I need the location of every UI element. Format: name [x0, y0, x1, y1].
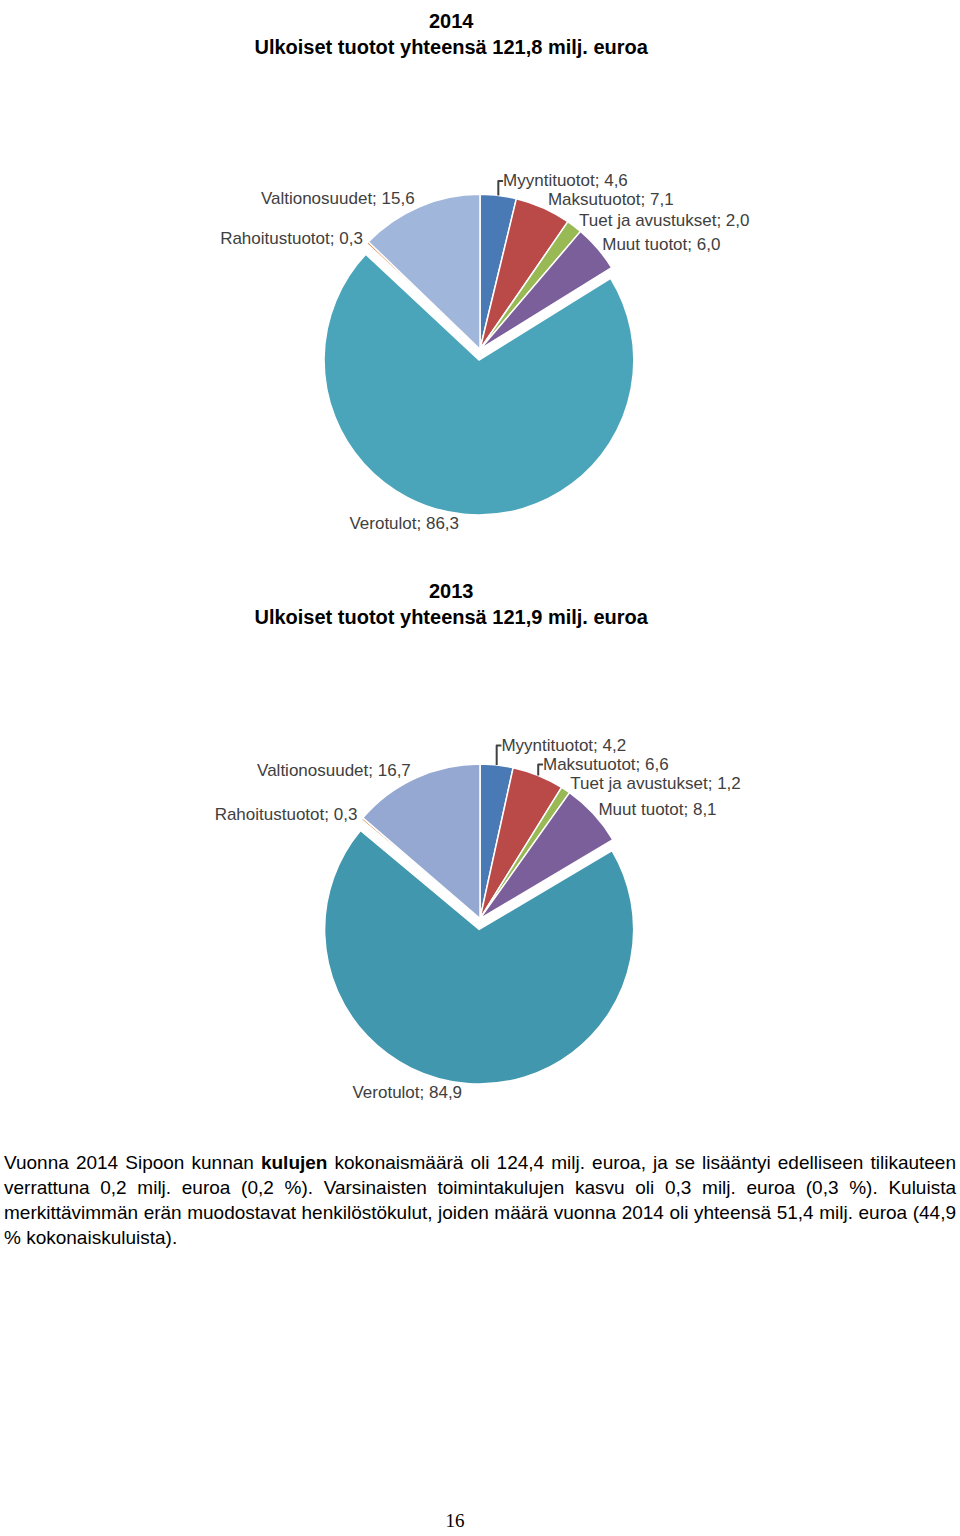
- svg-text:Myyntituotot; 4,6: Myyntituotot; 4,6: [503, 171, 628, 190]
- svg-text:Muut tuotot; 6,0: Muut tuotot; 6,0: [602, 235, 720, 254]
- html-text:Vuonna 2014 Sipoon kunnan kulu: Vuonna 2014 Sipoon kunnan kulujen kokona…: [4, 1152, 956, 1248]
- svg-text:Tuet ja avustukset; 1,2: Tuet ja avustukset; 1,2: [570, 774, 740, 793]
- html-text:16: 16: [445, 1510, 465, 1531]
- svg-text:Rahoitustuotot; 0,3: Rahoitustuotot; 0,3: [220, 229, 363, 248]
- svg-text:Maksutuotot; 7,1: Maksutuotot; 7,1: [548, 190, 674, 209]
- svg-text:Valtionosuudet; 15,6: Valtionosuudet; 15,6: [261, 189, 415, 208]
- svg-text:Tuet ja avustukset; 2,0: Tuet ja avustukset; 2,0: [579, 211, 749, 230]
- svg-text:2013Ulkoiset tuotot yhteensä 1: 2013Ulkoiset tuotot yhteensä 121,9 milj.…: [254, 580, 648, 628]
- svg-text:Maksutuotot; 6,6: Maksutuotot; 6,6: [543, 755, 669, 774]
- svg-text:Muut tuotot; 8,1: Muut tuotot; 8,1: [598, 800, 716, 819]
- svg-text:Verotulot; 84,9: Verotulot; 84,9: [352, 1083, 462, 1102]
- svg-text:Valtionosuudet; 16,7: Valtionosuudet; 16,7: [257, 761, 411, 780]
- svg-text:2014Ulkoiset tuotot yhteensä 1: 2014Ulkoiset tuotot yhteensä 121,8 milj.…: [254, 10, 648, 58]
- svg-text:Rahoitustuotot; 0,3: Rahoitustuotot; 0,3: [215, 805, 358, 824]
- svg-text:Myyntituotot; 4,2: Myyntituotot; 4,2: [501, 736, 626, 755]
- svg-text:Verotulot; 86,3: Verotulot; 86,3: [349, 514, 459, 533]
